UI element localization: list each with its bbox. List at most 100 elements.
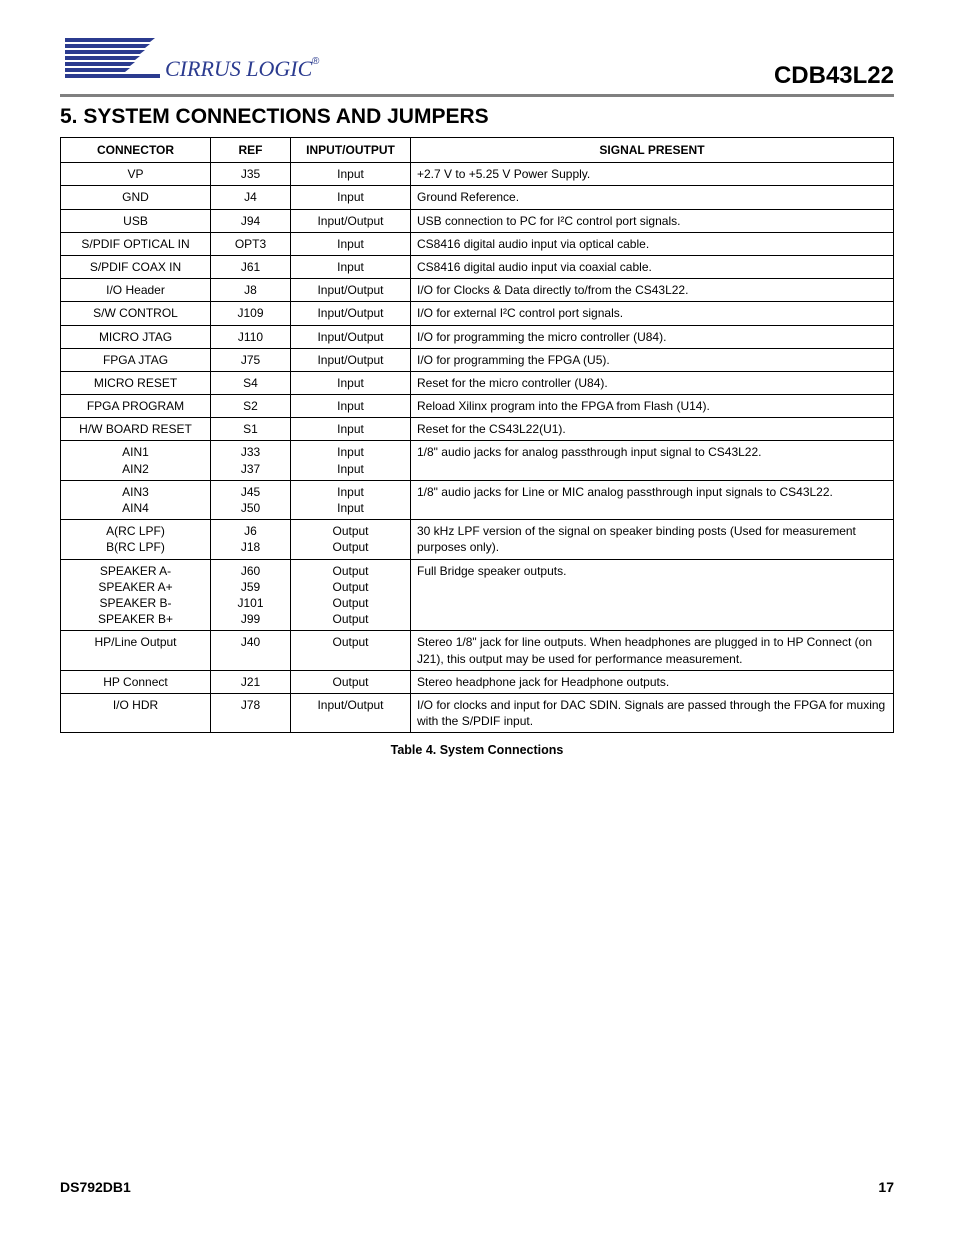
cell-signal: Reset for the CS43L22(U1). — [411, 418, 894, 441]
cell-io: Input — [291, 163, 411, 186]
cell-io: Input/Output — [291, 209, 411, 232]
section-title: 5. SYSTEM CONNECTIONS AND JUMPERS — [60, 105, 894, 129]
cell-ref: J61 — [211, 255, 291, 278]
cell-signal: I/O for external I²C control port signal… — [411, 302, 894, 325]
cell-ref: J21 — [211, 670, 291, 693]
th-connector: CONNECTOR — [61, 138, 211, 163]
cell-signal: +2.7 V to +5.25 V Power Supply. — [411, 163, 894, 186]
cell-io: Input — [291, 232, 411, 255]
cell-io: Input/Output — [291, 693, 411, 732]
footer-left: DS792DB1 — [60, 1179, 131, 1195]
table-row: H/W BOARD RESETS1InputReset for the CS43… — [61, 418, 894, 441]
cell-signal: 30 kHz LPF version of the signal on spea… — [411, 520, 894, 559]
cell-ref: J110 — [211, 325, 291, 348]
cell-io: Input — [291, 186, 411, 209]
logo-block: CIRRUS LOGIC ® — [60, 30, 320, 90]
cell-connector: AIN3 AIN4 — [61, 480, 211, 519]
cell-connector: S/PDIF OPTICAL IN — [61, 232, 211, 255]
table-row: HP ConnectJ21OutputStereo headphone jack… — [61, 670, 894, 693]
cell-io: Input — [291, 255, 411, 278]
table-row: S/PDIF COAX INJ61InputCS8416 digital aud… — [61, 255, 894, 278]
cell-connector: FPGA JTAG — [61, 348, 211, 371]
cell-ref: J8 — [211, 279, 291, 302]
footer-right: 17 — [878, 1179, 894, 1195]
cell-connector: HP/Line Output — [61, 631, 211, 670]
cell-ref: J94 — [211, 209, 291, 232]
cell-signal: I/O for programming the FPGA (U5). — [411, 348, 894, 371]
cell-ref: S1 — [211, 418, 291, 441]
cell-signal: Reset for the micro controller (U84). — [411, 371, 894, 394]
cell-io: Input/Output — [291, 302, 411, 325]
table-row: A(RC LPF) B(RC LPF)J6 J18Output Output30… — [61, 520, 894, 559]
product-code: CDB43L22 — [774, 62, 894, 90]
cell-io: Input/Output — [291, 325, 411, 348]
cell-signal: Stereo 1/8" jack for line outputs. When … — [411, 631, 894, 670]
table-header-row: CONNECTOR REF INPUT/OUTPUT SIGNAL PRESEN… — [61, 138, 894, 163]
th-signal: SIGNAL PRESENT — [411, 138, 894, 163]
cell-connector: A(RC LPF) B(RC LPF) — [61, 520, 211, 559]
cell-signal: I/O for programming the micro controller… — [411, 325, 894, 348]
cell-ref: J6 J18 — [211, 520, 291, 559]
table-row: FPGA JTAGJ75Input/OutputI/O for programm… — [61, 348, 894, 371]
cell-connector: H/W BOARD RESET — [61, 418, 211, 441]
cell-signal: 1/8" audio jacks for analog passthrough … — [411, 441, 894, 480]
th-ref: REF — [211, 138, 291, 163]
table-row: MICRO RESETS4InputReset for the micro co… — [61, 371, 894, 394]
cell-ref: J33 J37 — [211, 441, 291, 480]
table-row: SPEAKER A- SPEAKER A+ SPEAKER B- SPEAKER… — [61, 559, 894, 631]
cell-connector: VP — [61, 163, 211, 186]
cell-ref: J45 J50 — [211, 480, 291, 519]
cell-ref: OPT3 — [211, 232, 291, 255]
cell-io: Input/Output — [291, 348, 411, 371]
cell-ref: J40 — [211, 631, 291, 670]
cell-signal: Reload Xilinx program into the FPGA from… — [411, 395, 894, 418]
cell-connector: AIN1 AIN2 — [61, 441, 211, 480]
cell-signal: I/O for Clocks & Data directly to/from t… — [411, 279, 894, 302]
cell-io: Output — [291, 670, 411, 693]
cirrus-logic-logo: CIRRUS LOGIC ® — [60, 30, 320, 90]
cell-ref: J60 J59 J101 J99 — [211, 559, 291, 631]
cell-io: Output Output Output Output — [291, 559, 411, 631]
cell-connector: HP Connect — [61, 670, 211, 693]
cell-ref: S2 — [211, 395, 291, 418]
logo-registered: ® — [312, 56, 320, 67]
cell-ref: S4 — [211, 371, 291, 394]
page: CIRRUS LOGIC ® CDB43L22 5. SYSTEM CONNEC… — [0, 0, 954, 1235]
cell-connector: S/PDIF COAX IN — [61, 255, 211, 278]
cell-io: Input — [291, 418, 411, 441]
table-row: S/W CONTROLJ109Input/OutputI/O for exter… — [61, 302, 894, 325]
cell-signal: USB connection to PC for I²C control por… — [411, 209, 894, 232]
cell-io: Input Input — [291, 441, 411, 480]
cell-connector: I/O Header — [61, 279, 211, 302]
cell-ref: J4 — [211, 186, 291, 209]
section-heading: SYSTEM CONNECTIONS AND JUMPERS — [83, 105, 488, 128]
logo-text: CIRRUS LOGIC — [165, 56, 313, 81]
table-row: USBJ94Input/OutputUSB connection to PC f… — [61, 209, 894, 232]
table-row: HP/Line OutputJ40OutputStereo 1/8" jack … — [61, 631, 894, 670]
table-row: GNDJ4InputGround Reference. — [61, 186, 894, 209]
cell-ref: J75 — [211, 348, 291, 371]
page-footer: DS792DB1 17 — [60, 1179, 894, 1195]
cell-io: Input — [291, 371, 411, 394]
cell-ref: J109 — [211, 302, 291, 325]
cell-signal: I/O for clocks and input for DAC SDIN. S… — [411, 693, 894, 732]
th-io: INPUT/OUTPUT — [291, 138, 411, 163]
cell-signal: 1/8" audio jacks for Line or MIC analog … — [411, 480, 894, 519]
cell-ref: J35 — [211, 163, 291, 186]
table-row: S/PDIF OPTICAL INOPT3InputCS8416 digital… — [61, 232, 894, 255]
table-caption: Table 4. System Connections — [60, 743, 894, 757]
cell-signal: Ground Reference. — [411, 186, 894, 209]
cell-io: Input Input — [291, 480, 411, 519]
table-row: I/O HDRJ78Input/OutputI/O for clocks and… — [61, 693, 894, 732]
table-row: AIN1 AIN2J33 J37Input Input1/8" audio ja… — [61, 441, 894, 480]
table-row: MICRO JTAGJ110Input/OutputI/O for progra… — [61, 325, 894, 348]
cell-signal: CS8416 digital audio input via coaxial c… — [411, 255, 894, 278]
cell-io: Output Output — [291, 520, 411, 559]
cell-ref: J78 — [211, 693, 291, 732]
cell-connector: USB — [61, 209, 211, 232]
table-row: VPJ35Input+2.7 V to +5.25 V Power Supply… — [61, 163, 894, 186]
table-body: VPJ35Input+2.7 V to +5.25 V Power Supply… — [61, 163, 894, 733]
cell-signal: CS8416 digital audio input via optical c… — [411, 232, 894, 255]
cell-connector: FPGA PROGRAM — [61, 395, 211, 418]
table-row: I/O HeaderJ8Input/OutputI/O for Clocks &… — [61, 279, 894, 302]
